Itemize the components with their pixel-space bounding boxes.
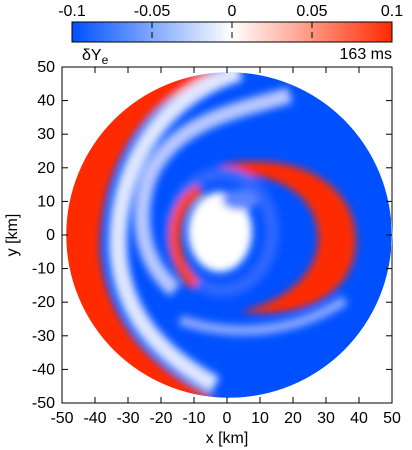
y-tick-label: -10 bbox=[32, 261, 55, 278]
x-tick-label: 10 bbox=[251, 410, 269, 427]
x-tick-label: 20 bbox=[284, 410, 302, 427]
y-tick-label: -50 bbox=[32, 395, 55, 412]
x-tick-label: -20 bbox=[149, 410, 172, 427]
y-tick-label: -40 bbox=[32, 361, 55, 378]
colorbar-variable-label: δYe bbox=[82, 47, 109, 67]
colorbar-tick-label: 0 bbox=[228, 3, 237, 20]
spiral-arm-light bbox=[134, 87, 293, 297]
y-tick-label: 30 bbox=[37, 126, 55, 143]
core-blue-spot bbox=[222, 190, 258, 210]
crescent-transition bbox=[108, 72, 243, 393]
colorbar: -0.1 -0.05 0 0.05 0.1 bbox=[58, 3, 403, 43]
x-tick-label: -50 bbox=[50, 410, 73, 427]
x-tick-label: 30 bbox=[317, 410, 335, 427]
colorbar-tick-labels: -0.1 -0.05 0 0.05 0.1 bbox=[58, 3, 403, 20]
x-axis-label: x [km] bbox=[206, 430, 249, 447]
x-tick-label: 50 bbox=[383, 410, 401, 427]
x-tick-label: -40 bbox=[83, 410, 106, 427]
x-tick-label: 0 bbox=[223, 410, 232, 427]
y-tick-label: -30 bbox=[32, 328, 55, 345]
outer-left-crescent bbox=[66, 72, 240, 398]
central-core bbox=[188, 192, 252, 272]
x-tick-label: -10 bbox=[182, 410, 205, 427]
y-axis-label: y [km] bbox=[4, 214, 21, 257]
y-tick-label: 50 bbox=[37, 59, 55, 76]
colorbar-tick-label: -0.1 bbox=[58, 3, 86, 20]
colorbar-tick-label: -0.05 bbox=[134, 3, 171, 20]
y-tick-label: 40 bbox=[37, 93, 55, 110]
y-tick-label: 10 bbox=[37, 193, 55, 210]
ye-field bbox=[66, 72, 392, 398]
x-axis-ticks bbox=[61, 67, 393, 403]
x-tick-label: -30 bbox=[116, 410, 139, 427]
y-tick-label: 0 bbox=[46, 227, 55, 244]
y-axis-tick-labels: -50 -40 -30 -20 -10 0 10 20 30 40 50 bbox=[32, 59, 55, 412]
colorbar-ticks bbox=[151, 22, 313, 42]
y-axis-ticks bbox=[62, 66, 392, 404]
inner-left-arc bbox=[169, 184, 204, 290]
time-label: 163 ms bbox=[340, 46, 392, 63]
y-tick-label: 20 bbox=[37, 160, 55, 177]
x-tick-label: 40 bbox=[350, 410, 368, 427]
colorbar-tick-label: 0.05 bbox=[296, 3, 327, 20]
y-tick-label: -20 bbox=[32, 294, 55, 311]
inner-right-crescent bbox=[220, 161, 356, 314]
x-axis-tick-labels: -50 -40 -30 -20 -10 0 10 20 30 40 50 bbox=[50, 410, 401, 427]
colorbar-tick-label: 0.1 bbox=[381, 3, 403, 20]
spiral-arm-lower bbox=[178, 295, 348, 336]
